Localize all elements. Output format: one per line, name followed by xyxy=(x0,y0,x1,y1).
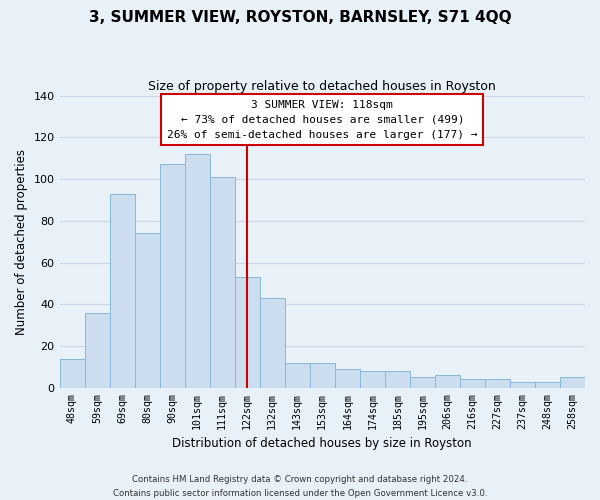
Text: Contains HM Land Registry data © Crown copyright and database right 2024.
Contai: Contains HM Land Registry data © Crown c… xyxy=(113,476,487,498)
Bar xyxy=(510,382,535,388)
Bar xyxy=(410,378,435,388)
Bar xyxy=(110,194,134,388)
Bar xyxy=(335,369,360,388)
Bar xyxy=(360,371,385,388)
Bar xyxy=(59,358,85,388)
Text: 3, SUMMER VIEW, ROYSTON, BARNSLEY, S71 4QQ: 3, SUMMER VIEW, ROYSTON, BARNSLEY, S71 4… xyxy=(89,10,511,25)
Bar xyxy=(134,234,160,388)
Bar xyxy=(260,298,285,388)
Bar xyxy=(285,363,310,388)
Title: Size of property relative to detached houses in Royston: Size of property relative to detached ho… xyxy=(148,80,496,93)
Bar xyxy=(485,380,510,388)
Bar xyxy=(460,380,485,388)
Bar xyxy=(185,154,209,388)
Bar xyxy=(385,371,410,388)
Bar xyxy=(85,312,110,388)
Bar xyxy=(560,378,585,388)
Text: 3 SUMMER VIEW: 118sqm
← 73% of detached houses are smaller (499)
26% of semi-det: 3 SUMMER VIEW: 118sqm ← 73% of detached … xyxy=(167,100,478,140)
Y-axis label: Number of detached properties: Number of detached properties xyxy=(15,148,28,334)
X-axis label: Distribution of detached houses by size in Royston: Distribution of detached houses by size … xyxy=(172,437,472,450)
Bar xyxy=(435,376,460,388)
Bar xyxy=(160,164,185,388)
Bar xyxy=(535,382,560,388)
Bar xyxy=(310,363,335,388)
Bar xyxy=(235,277,260,388)
Bar xyxy=(209,177,235,388)
